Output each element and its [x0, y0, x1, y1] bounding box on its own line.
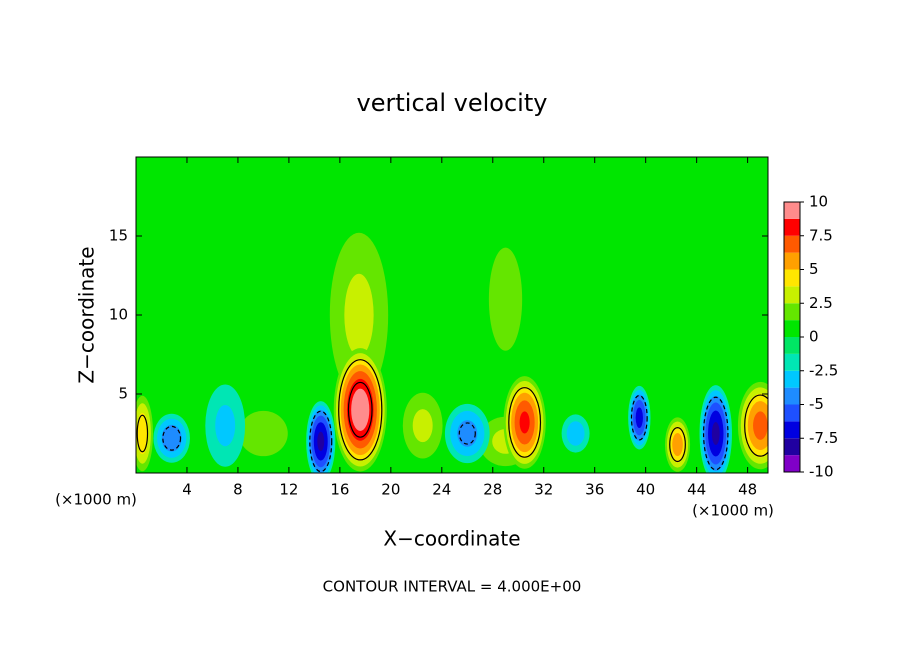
colorbar-band — [784, 337, 800, 354]
x-unit-right: (×1000 m) — [692, 502, 774, 520]
colorbar-band — [784, 455, 800, 472]
contour-line — [669, 427, 686, 463]
feature — [402, 392, 443, 459]
contour-line — [309, 410, 333, 473]
y-tick-label: 5 — [118, 385, 128, 403]
feature — [444, 403, 490, 464]
contour-band — [711, 421, 720, 446]
field — [136, 157, 768, 473]
x-tick-label: 44 — [687, 481, 706, 499]
colorbar-band — [784, 370, 800, 388]
contour-band — [672, 433, 683, 457]
feature — [205, 384, 246, 467]
colorbar-band — [784, 320, 800, 337]
x-tick-label: 24 — [432, 481, 451, 499]
feature — [153, 413, 190, 463]
feature — [737, 381, 768, 470]
y-tick-label: 10 — [109, 306, 128, 324]
contour-band — [635, 407, 643, 429]
contour-line — [630, 394, 648, 441]
x-tick-label: 32 — [534, 481, 553, 499]
x-axis-title: X−coordinate — [383, 527, 520, 551]
colorbar-band — [784, 438, 800, 456]
colorbar-band — [784, 286, 800, 304]
colorbar-band — [784, 202, 800, 219]
feature — [503, 376, 546, 469]
colorbar-tick-label: 5 — [809, 260, 819, 278]
colorbar-tick-label: -7.5 — [809, 429, 838, 447]
x-tick-label: 28 — [483, 481, 502, 499]
colorbar-tick-label: 0 — [809, 328, 819, 346]
colorbar-band — [784, 421, 800, 439]
contour-line — [162, 425, 182, 451]
colorbar-band — [784, 353, 800, 371]
colorbar-tick-label: -2.5 — [809, 361, 838, 379]
contour-band — [344, 273, 374, 357]
feature — [333, 348, 387, 472]
feature — [664, 417, 691, 472]
x-tick-label: 12 — [279, 481, 298, 499]
colorbar-band — [784, 404, 800, 422]
contour-line — [338, 359, 383, 461]
colorbar-band — [784, 303, 800, 321]
contour-line — [702, 396, 729, 471]
x-tick-label: 8 — [233, 481, 243, 499]
y-tick-label: 15 — [109, 227, 128, 245]
colorbar-band — [784, 269, 800, 287]
contour-band — [317, 431, 325, 452]
contour-band — [566, 421, 585, 446]
feature — [306, 401, 336, 473]
colorbar-tick-label: 2.5 — [809, 294, 833, 312]
chart-title: vertical velocity — [357, 89, 548, 117]
feature — [699, 385, 733, 473]
x-tick-label: 36 — [585, 481, 604, 499]
x-tick-label: 48 — [738, 481, 757, 499]
x-tick-label: 4 — [182, 481, 192, 499]
x-tick-label: 20 — [381, 481, 400, 499]
contour-band — [161, 424, 182, 452]
colorbar-band — [784, 252, 800, 270]
contour-band — [488, 247, 523, 351]
contour-line — [458, 422, 476, 445]
contour-band — [753, 411, 768, 440]
contour-band — [215, 404, 236, 447]
colorbar-tick-label: 10 — [809, 193, 828, 211]
colorbar-band — [784, 235, 800, 253]
contour-band — [136, 412, 149, 455]
feature — [136, 395, 154, 472]
contour-line — [347, 381, 373, 438]
feature — [628, 385, 651, 450]
contour-band — [412, 409, 433, 443]
colorbar-tick-label: -5 — [809, 395, 824, 413]
feature — [329, 232, 389, 398]
feature — [488, 247, 523, 351]
contour-line — [744, 394, 768, 457]
contour-interval-note: CONTOUR INTERVAL = 4.000E+00 — [323, 578, 582, 596]
feature — [239, 410, 288, 457]
contour-band — [239, 410, 288, 457]
contour-line — [136, 414, 149, 453]
feature — [561, 414, 590, 453]
axes: 4 8 12 16 20 24 28 32 36 40 44 4851015-10-7.5-5-2.5… — [109, 156, 838, 499]
contour-band — [519, 411, 530, 434]
x-tick-label: 40 — [636, 481, 655, 499]
y-axis-title: Z−coordinate — [75, 246, 99, 383]
colorbar-tick-label: -10 — [809, 463, 834, 481]
x-unit-left: (×1000 m) — [55, 491, 137, 509]
colorbar-tick-label: 7.5 — [809, 226, 833, 244]
colorbar-band — [784, 218, 800, 236]
colorbar-band — [784, 387, 800, 405]
contour-line — [508, 387, 542, 458]
contour-band — [351, 388, 370, 431]
x-tick-label: 16 — [330, 481, 349, 499]
contour-band — [457, 420, 478, 447]
